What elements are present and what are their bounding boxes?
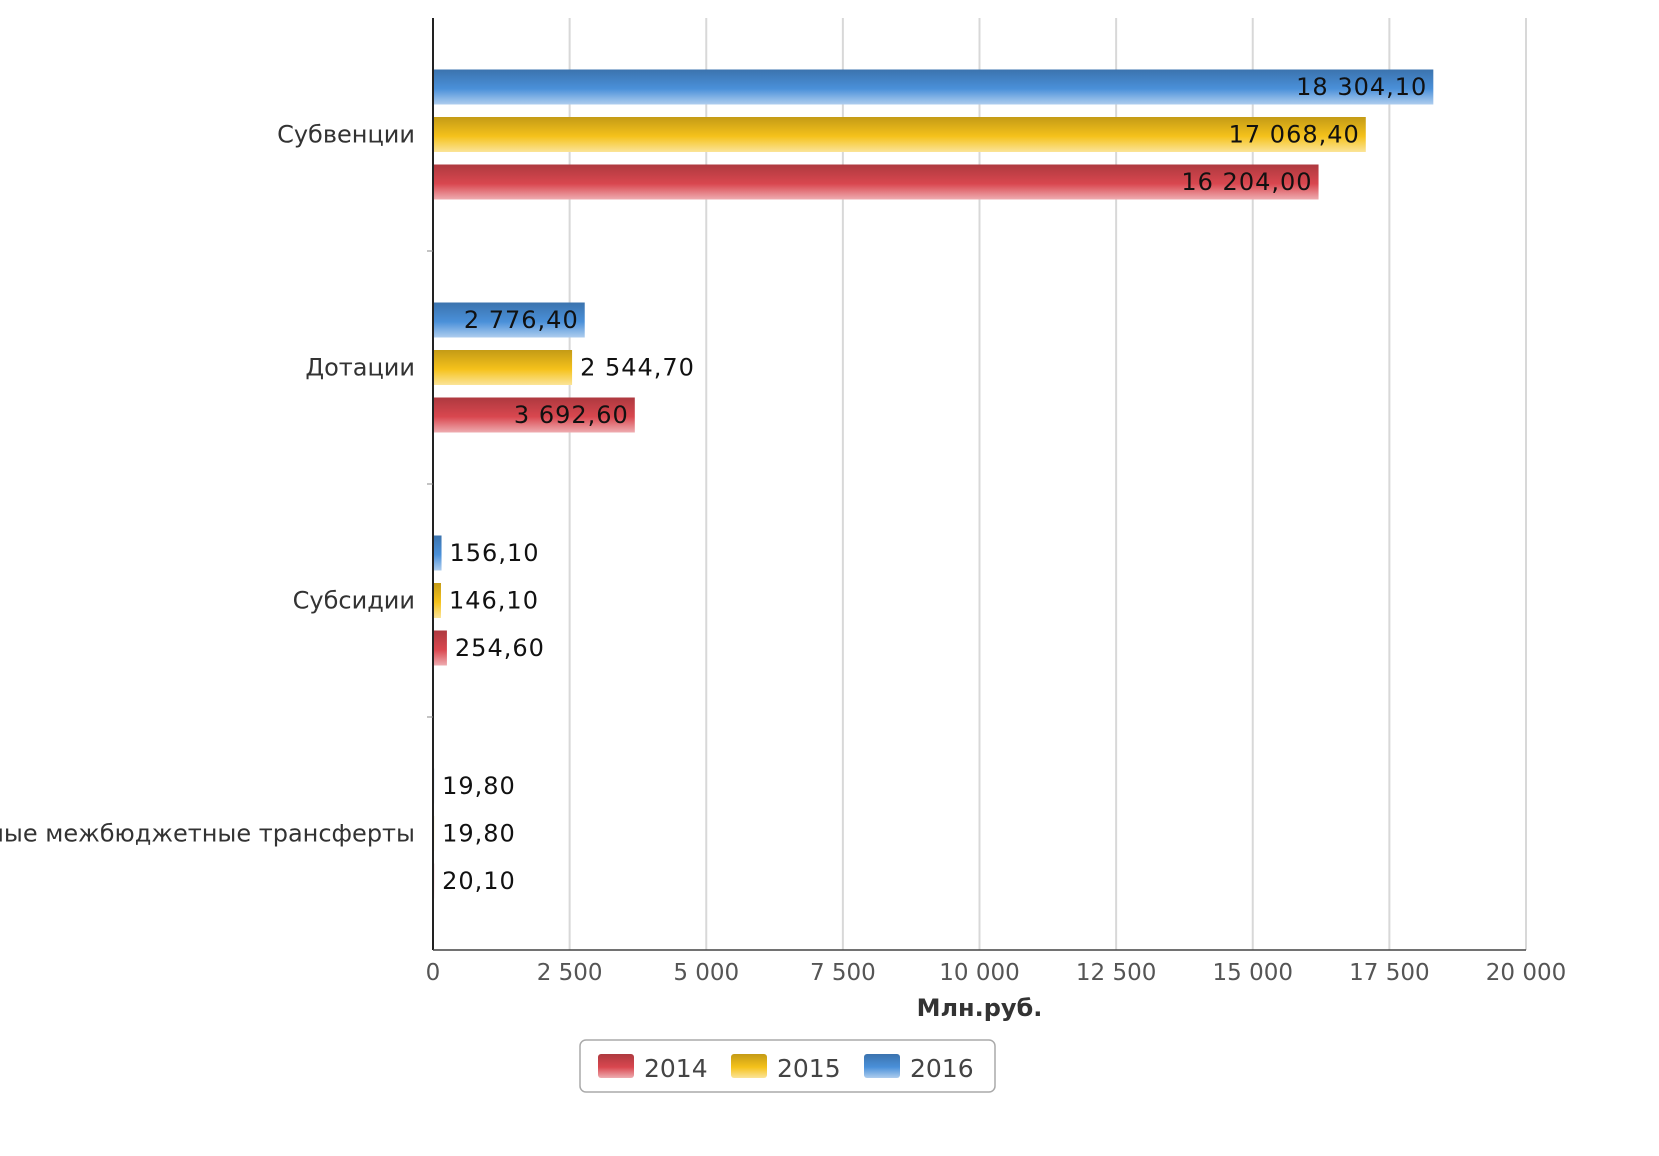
- x-tick-label: 12 500: [1076, 960, 1156, 986]
- data-label: 146,10: [449, 587, 539, 615]
- bar[interactable]: [433, 69, 1434, 105]
- x-tick-label: 7 500: [810, 960, 876, 986]
- bar[interactable]: [433, 164, 1319, 200]
- legend-swatch[interactable]: [731, 1054, 767, 1078]
- data-label: 2 776,40: [464, 306, 579, 334]
- data-label: 2 544,70: [580, 354, 695, 382]
- data-label: 19,80: [442, 820, 516, 848]
- x-tick-label: 17 500: [1349, 960, 1429, 986]
- bar[interactable]: [433, 302, 585, 338]
- data-label: 20,10: [442, 867, 516, 895]
- x-tick-label: 5 000: [673, 960, 739, 986]
- x-tick-label: 20 000: [1486, 960, 1566, 986]
- legend-swatch[interactable]: [864, 1054, 900, 1078]
- category-label: Иные межбюджетные трансферты: [0, 820, 415, 848]
- data-label: 18 304,10: [1296, 73, 1427, 101]
- category-label: Дотации: [305, 354, 415, 382]
- legend[interactable]: 2014 2015 2016: [579, 1039, 996, 1093]
- legend-label[interactable]: 2015: [777, 1054, 841, 1083]
- bar[interactable]: [433, 535, 442, 571]
- data-label: 3 692,60: [514, 401, 629, 429]
- category-label: Субсидии: [293, 587, 415, 615]
- bar[interactable]: [433, 397, 635, 433]
- data-label: 16 204,00: [1181, 168, 1312, 196]
- x-tick-label: 2 500: [537, 960, 603, 986]
- legend-box: [579, 1039, 996, 1093]
- data-label: 254,60: [455, 634, 545, 662]
- x-axis-title: Млн.руб.: [917, 994, 1043, 1022]
- bars: [433, 69, 1434, 899]
- x-tick-label: 10 000: [939, 960, 1019, 986]
- axes: 0 2 500 5 000 7 500 10 000 12 500 15 000 17 500…: [426, 18, 1566, 1022]
- legend-label[interactable]: 2014: [644, 1054, 708, 1083]
- x-tick-label: 0: [426, 960, 441, 986]
- x-tick-label: 15 000: [1213, 960, 1293, 986]
- legend-swatch[interactable]: [598, 1054, 634, 1078]
- gridlines: [568, 18, 1527, 950]
- category-label: Субвенции: [277, 121, 415, 149]
- data-label: 156,10: [450, 539, 540, 567]
- bar[interactable]: [433, 117, 1366, 152]
- labels: Субвенции 18 304,10 17 068,40 16 204,00 Дота…: [0, 73, 1427, 895]
- data-label: 19,80: [442, 772, 516, 800]
- data-label: 17 068,40: [1229, 121, 1360, 149]
- bar[interactable]: [433, 630, 447, 666]
- legend-label[interactable]: 2016: [910, 1054, 974, 1083]
- bar[interactable]: [433, 583, 441, 618]
- bar[interactable]: [433, 350, 573, 385]
